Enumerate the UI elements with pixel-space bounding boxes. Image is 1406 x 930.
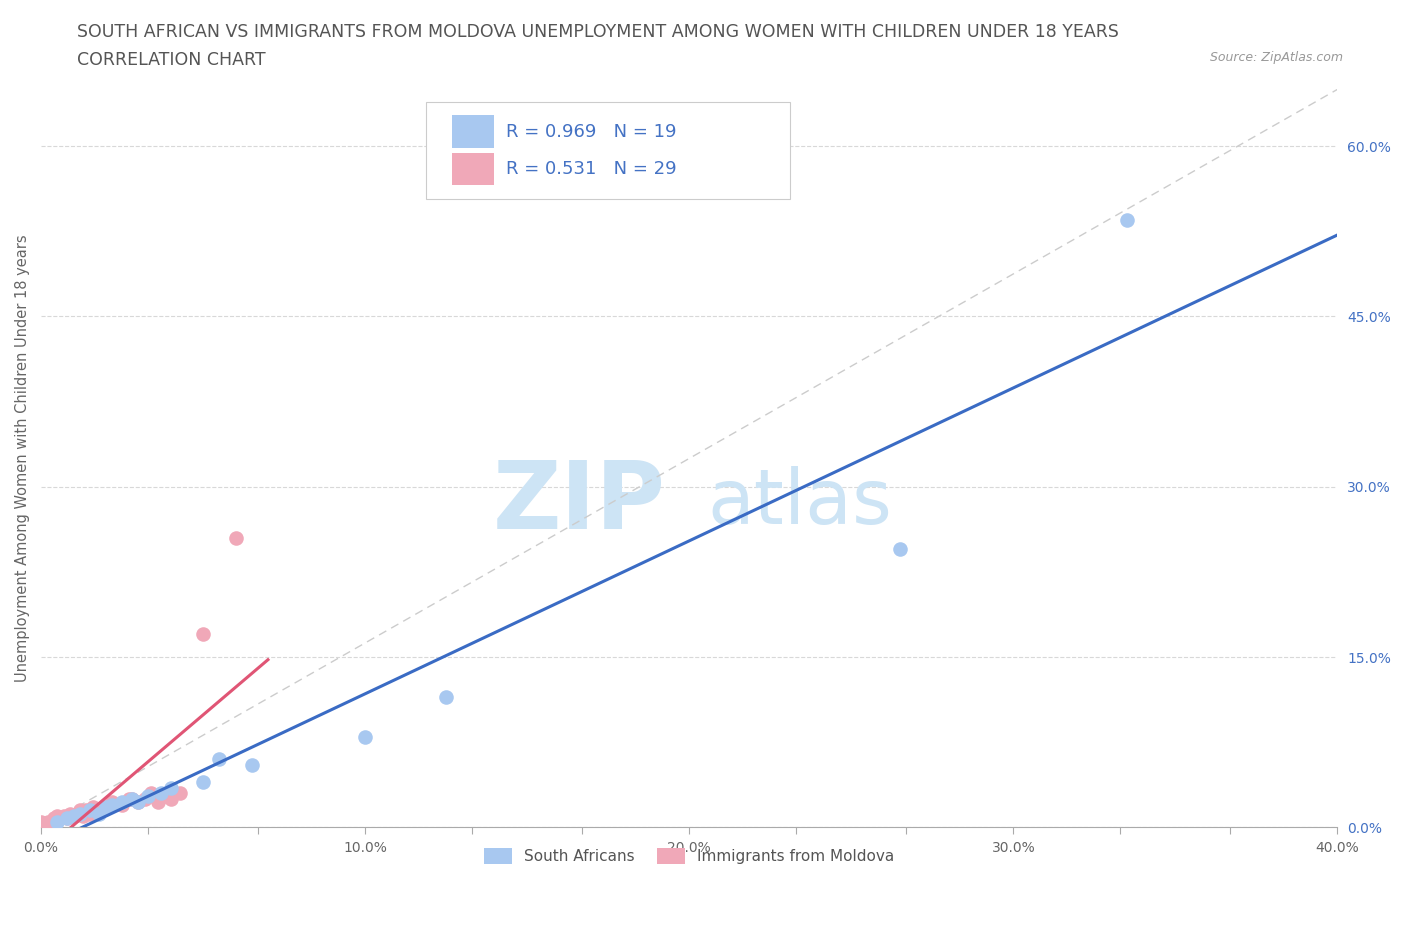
Point bbox=[62, 809, 84, 824]
Y-axis label: Unemployment Among Women with Children Under 18 years: Unemployment Among Women with Children U… bbox=[15, 234, 30, 683]
Point bbox=[101, 795, 124, 810]
FancyBboxPatch shape bbox=[453, 153, 495, 185]
Legend: South Africans, Immigrants from Moldova: South Africans, Immigrants from Moldova bbox=[478, 842, 900, 870]
Point bbox=[111, 795, 134, 810]
FancyBboxPatch shape bbox=[453, 115, 495, 148]
Text: SOUTH AFRICAN VS IMMIGRANTS FROM MOLDOVA UNEMPLOYMENT AMONG WOMEN WITH CHILDREN : SOUTH AFRICAN VS IMMIGRANTS FROM MOLDOVA… bbox=[77, 23, 1119, 41]
Point bbox=[56, 811, 79, 826]
Point bbox=[69, 803, 91, 817]
Point bbox=[127, 795, 149, 810]
Point bbox=[191, 627, 214, 642]
Point bbox=[56, 811, 79, 826]
Point bbox=[37, 815, 59, 830]
Point bbox=[101, 797, 124, 812]
Point bbox=[191, 775, 214, 790]
Point bbox=[117, 791, 139, 806]
Point bbox=[159, 780, 181, 795]
Point bbox=[141, 786, 163, 801]
Point bbox=[240, 758, 263, 773]
Point bbox=[66, 806, 89, 821]
Point bbox=[94, 800, 117, 815]
Point bbox=[169, 786, 191, 801]
Point bbox=[79, 806, 101, 821]
Point bbox=[82, 800, 104, 815]
Text: CORRELATION CHART: CORRELATION CHART bbox=[77, 51, 266, 69]
Point bbox=[69, 806, 91, 821]
Point bbox=[76, 803, 98, 817]
Point bbox=[136, 789, 159, 804]
Point bbox=[889, 542, 911, 557]
Point bbox=[134, 791, 156, 806]
Point bbox=[46, 809, 69, 824]
Point bbox=[354, 729, 377, 744]
FancyBboxPatch shape bbox=[426, 102, 790, 199]
Point bbox=[79, 803, 101, 817]
Point bbox=[89, 803, 111, 817]
Point bbox=[159, 791, 181, 806]
Point bbox=[46, 815, 69, 830]
Point bbox=[225, 530, 247, 545]
Point bbox=[59, 806, 82, 821]
Text: atlas: atlas bbox=[707, 466, 891, 539]
Point bbox=[153, 789, 176, 804]
Point bbox=[121, 791, 143, 806]
Text: R = 0.531   N = 29: R = 0.531 N = 29 bbox=[506, 160, 676, 178]
Text: ZIP: ZIP bbox=[492, 457, 665, 549]
Text: Source: ZipAtlas.com: Source: ZipAtlas.com bbox=[1209, 51, 1343, 64]
Point bbox=[89, 806, 111, 821]
Point bbox=[94, 800, 117, 815]
Point bbox=[121, 791, 143, 806]
Point bbox=[1115, 213, 1137, 228]
Point bbox=[111, 797, 134, 812]
Point bbox=[72, 809, 94, 824]
Point bbox=[434, 689, 457, 704]
Text: R = 0.969   N = 19: R = 0.969 N = 19 bbox=[506, 123, 676, 140]
Point bbox=[30, 815, 52, 830]
Point bbox=[146, 795, 169, 810]
Point bbox=[150, 786, 173, 801]
Point bbox=[52, 809, 75, 824]
Point bbox=[62, 809, 84, 824]
Point bbox=[208, 751, 231, 766]
Point bbox=[42, 811, 65, 826]
Point bbox=[127, 795, 149, 810]
